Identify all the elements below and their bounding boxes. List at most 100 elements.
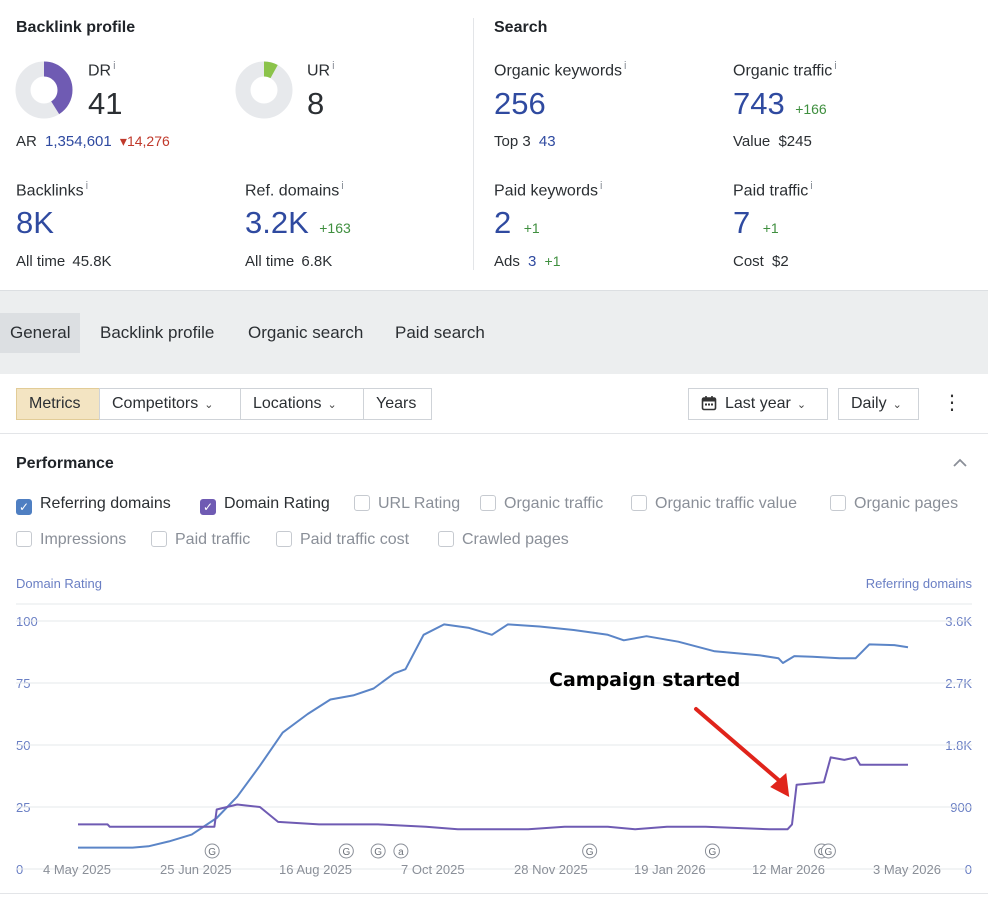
x-tick-label: 3 May 2026 (873, 862, 941, 877)
checkbox-checked-icon: ✓ (200, 499, 216, 515)
organic-traffic-value-row: 743 +166 (733, 86, 827, 122)
checkbox-checked-icon: ✓ (16, 499, 32, 515)
paid-keywords-ads: Ads 3 +1 (494, 253, 561, 270)
paid-traffic-cost: Cost $2 (733, 253, 789, 270)
checkbox-organic-pages[interactable]: Organic pages (830, 493, 958, 515)
ur-label[interactable]: UR i (307, 60, 335, 80)
organic-traffic-delta: +166 (795, 101, 827, 117)
google-update-icon (704, 843, 720, 859)
checkbox-icon (830, 495, 846, 511)
x-tick-label: 25 Jun 2025 (160, 862, 232, 877)
checkbox-referring-domains[interactable]: ✓ Referring domains (16, 493, 171, 515)
google-update-icon (582, 843, 598, 859)
ref-domains-delta: +163 (319, 220, 351, 236)
checkbox-crawled-pages[interactable]: Crawled pages (438, 529, 569, 551)
x-tick-label: 28 Nov 2025 (514, 862, 588, 877)
google-update-icon (370, 843, 386, 859)
tab-organic-search[interactable]: Organic search (248, 323, 364, 342)
organic-traffic-value[interactable]: 743 (733, 86, 785, 121)
checkbox-icon (151, 531, 167, 547)
right-axis-title: Referring domains (865, 576, 972, 591)
domain-rating-line (78, 756, 908, 831)
ref-domains-all-time: All time 6.8K (245, 253, 333, 270)
google-update-icon (338, 843, 354, 859)
google-update-marker-label: G (586, 847, 594, 858)
tab-paid-search[interactable]: Paid search (395, 323, 485, 342)
info-icon[interactable]: i (600, 180, 603, 192)
info-icon[interactable]: i (624, 60, 627, 72)
x-tick-label: 12 Mar 2026 (752, 862, 825, 877)
info-icon[interactable]: i (85, 180, 89, 192)
google-update-icon (204, 843, 220, 859)
toolbar-divider (0, 433, 988, 434)
google-update-marker-label: G (208, 847, 216, 858)
google-update-marker-label: G (709, 847, 717, 858)
chevron-down-icon: ⌄ (327, 399, 337, 411)
x-tick-label: 4 May 2025 (43, 862, 111, 877)
info-icon[interactable]: i (113, 60, 116, 72)
paid-traffic-label[interactable]: Paid traffic i (733, 180, 813, 200)
checkbox-icon (16, 531, 32, 547)
performance-title: Performance (16, 455, 114, 472)
years-button[interactable]: Years (363, 388, 432, 420)
ar-value[interactable]: 1,354,601 (45, 133, 112, 150)
checkbox-organic-traffic-value[interactable]: Organic traffic value (631, 493, 797, 515)
checkbox-paid-traffic[interactable]: Paid traffic (151, 529, 250, 551)
date-range-dropdown[interactable]: Last year ⌄ (688, 388, 828, 420)
ur-ring-icon (235, 61, 293, 119)
dr-value: 41 (88, 86, 123, 121)
backlink-profile-title: Backlink profile (16, 19, 136, 36)
ar-delta: ▾14,276 (119, 133, 170, 149)
granularity-dropdown[interactable]: Daily ⌄ (838, 388, 919, 420)
triangle-down-icon: ▾ (119, 133, 127, 149)
tab-backlink-profile[interactable]: Backlink profile (100, 323, 215, 342)
checkbox-impressions[interactable]: Impressions (16, 529, 126, 551)
paid-keywords-label[interactable]: Paid keywords i (494, 180, 603, 200)
locations-dropdown[interactable]: Locations ⌄ (240, 388, 364, 420)
checkbox-icon (631, 495, 647, 511)
search-title: Search (494, 19, 548, 36)
metrics-button[interactable]: Metrics (16, 388, 100, 420)
backlinks-all-time: All time 45.8K (16, 253, 112, 270)
x-tick-label: 7 Oct 2025 (401, 862, 465, 877)
paid-keywords-value[interactable]: 2 (494, 205, 512, 240)
organic-traffic-value-line: Value $245 (733, 133, 812, 150)
google-update-marker-label: a (398, 847, 404, 858)
info-icon[interactable]: i (834, 60, 837, 72)
paid-traffic-value[interactable]: 7 (733, 205, 751, 240)
paid-traffic-value-row: 7 +1 (733, 205, 779, 241)
chevron-down-icon: ⌄ (204, 399, 214, 411)
google-update-marker-label: G (374, 847, 382, 858)
google-update-icon (820, 843, 836, 859)
referring-domains-line (78, 623, 909, 849)
info-icon[interactable]: i (332, 60, 335, 72)
organic-keywords-label[interactable]: Organic keywords i (494, 60, 627, 80)
ar-line: AR 1,354,601 ▾14,276 (16, 133, 170, 150)
chevron-up-icon[interactable] (951, 456, 969, 470)
dr-label[interactable]: DR i (88, 60, 116, 80)
info-icon[interactable]: i (810, 180, 813, 192)
left-axis-title: Domain Rating (16, 576, 102, 591)
report-tabs-bar: General Backlink profile Organic search … (0, 290, 988, 374)
checkbox-paid-traffic-cost[interactable]: Paid traffic cost (276, 529, 409, 551)
more-vertical-icon[interactable]: ⋮ (942, 392, 962, 414)
backlinks-label[interactable]: Backlinks i (16, 180, 89, 200)
ref-domains-value[interactable]: 3.2K (245, 205, 309, 240)
calendar-icon (701, 396, 717, 411)
organic-traffic-label[interactable]: Organic traffic i (733, 60, 837, 80)
checkbox-url-rating[interactable]: URL Rating (354, 493, 460, 515)
campaign-annotation-label: Campaign started (549, 669, 741, 691)
google-update-marker-label: G (825, 847, 833, 858)
competitors-dropdown[interactable]: Competitors ⌄ (99, 388, 241, 420)
chevron-down-icon: ⌄ (796, 399, 807, 411)
checkbox-domain-rating[interactable]: ✓ Domain Rating (200, 493, 330, 515)
checkbox-icon (438, 531, 454, 547)
checkbox-organic-traffic[interactable]: Organic traffic (480, 493, 603, 515)
ref-domains-label[interactable]: Ref. domains i (245, 180, 344, 200)
info-icon[interactable]: i (341, 180, 344, 192)
tab-general[interactable]: General (0, 313, 81, 353)
organic-keywords-value[interactable]: 256 (494, 86, 546, 121)
backlinks-value[interactable]: 8K (16, 205, 54, 240)
panel-divider (473, 18, 474, 270)
